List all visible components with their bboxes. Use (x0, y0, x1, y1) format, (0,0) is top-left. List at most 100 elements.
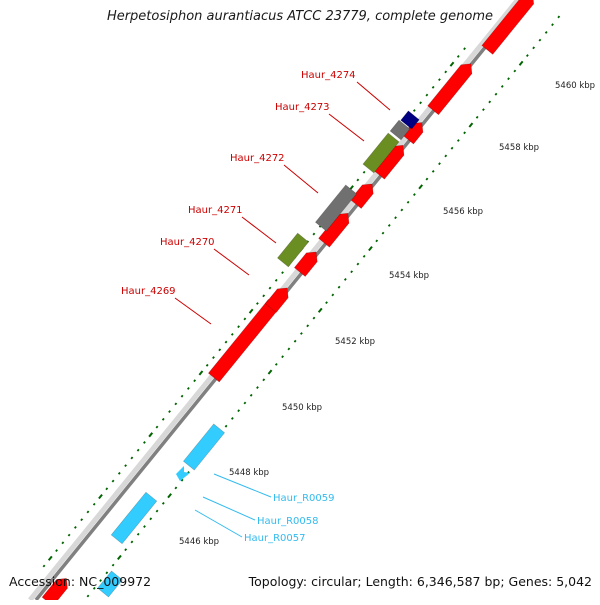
inner-tick (174, 486, 178, 490)
scale-tick (111, 479, 115, 483)
inner-tick (105, 571, 109, 575)
scale-tick (198, 370, 204, 376)
feature-block (400, 110, 420, 130)
gene-label-leader (174, 297, 212, 325)
inner-tick (456, 139, 460, 142)
inner-tick (161, 501, 165, 505)
feature-block (389, 119, 411, 141)
inner-tick (475, 115, 479, 119)
scale-tick (444, 70, 448, 74)
scale-tick (61, 541, 65, 545)
inner-tick (325, 301, 328, 305)
scale-tick (456, 55, 460, 58)
feature-block (315, 184, 357, 232)
scale-label: 5452 kbp (335, 337, 375, 347)
inner-tick (500, 85, 504, 88)
gene-label: Haur_R0058 (257, 516, 319, 527)
gene-label: Haur_R0057 (244, 533, 306, 544)
inner-tick (237, 409, 241, 413)
scale-tick (92, 502, 96, 506)
scale-tick (262, 294, 266, 298)
gene-label-leader (194, 509, 243, 538)
scale-tick (212, 356, 215, 359)
scale-tick (155, 425, 159, 429)
scale-tick (356, 178, 360, 182)
scale-label: 5446 kbp (179, 537, 219, 547)
scale-tick (281, 271, 284, 275)
inner-tick (406, 200, 410, 204)
rna-block (110, 491, 158, 545)
inner-tick (450, 146, 454, 150)
rna-block (97, 570, 123, 598)
scale-tick (243, 317, 247, 321)
gene-label: Haur_4273 (275, 102, 330, 113)
scale-tick (80, 518, 84, 522)
inner-tick (300, 332, 303, 335)
scale-tick (224, 340, 228, 344)
scale-tick (55, 549, 58, 552)
gene-label-leader (328, 113, 365, 142)
scale-label: 5460 kbp (555, 81, 595, 91)
scale-tick (449, 61, 455, 67)
cds-block (264, 287, 289, 313)
scale-tick (47, 555, 53, 561)
rna-block (183, 423, 225, 471)
inner-tick (551, 23, 554, 27)
inner-tick (544, 30, 548, 34)
scale-tick (86, 510, 90, 514)
cds-block (207, 298, 280, 383)
inner-tick (468, 122, 474, 128)
inner-tick (99, 579, 102, 582)
scale-tick (124, 464, 127, 468)
inner-tick (149, 517, 153, 521)
inner-tick (243, 401, 247, 405)
inner-tick (418, 184, 424, 190)
inner-tick (444, 154, 448, 158)
gene-label-leader (202, 496, 256, 521)
scale-tick (117, 471, 121, 475)
map-title: Herpetosiphon aurantiacus ATCC 23779, co… (106, 9, 494, 24)
gene-label: Haur_4274 (301, 70, 356, 81)
scale-tick (256, 302, 259, 305)
inner-tick (180, 478, 184, 482)
scale-tick (230, 332, 234, 336)
cds-block (349, 183, 374, 209)
inner-tick (86, 594, 90, 598)
inner-tick (312, 316, 316, 320)
feature-block (362, 132, 400, 174)
inner-tick (224, 424, 228, 428)
scale-tick (98, 493, 103, 500)
inner-tick (143, 525, 146, 528)
rna-arrow (176, 466, 190, 481)
inner-tick (387, 223, 391, 227)
gene-label-leader (283, 164, 319, 194)
inner-tick (412, 193, 416, 196)
inner-tick (92, 586, 96, 590)
feature-block (277, 232, 309, 268)
inner-tick (306, 324, 310, 328)
scale-tick (42, 564, 46, 568)
inner-tick (494, 92, 498, 96)
inner-tick (532, 46, 536, 50)
scale-label: 5454 kbp (389, 271, 429, 281)
inner-tick (124, 548, 128, 552)
scale-tick (412, 109, 416, 112)
scale-label: 5458 kbp (499, 143, 539, 153)
cds-block (481, 0, 535, 55)
gene-label: Haur_4270 (160, 237, 215, 248)
scale-tick (362, 170, 366, 174)
gene-label-leader (213, 473, 272, 498)
inner-tick (331, 293, 335, 297)
inner-tick (167, 493, 172, 499)
scale-tick (431, 85, 435, 89)
genome-summary-text: Topology: circular; Length: 6,346,587 bp… (248, 574, 592, 589)
inner-tick (117, 554, 122, 560)
inner-tick (317, 307, 323, 313)
scale-tick (174, 402, 178, 406)
scale-tick (161, 417, 165, 421)
scale-tick (130, 456, 134, 460)
inner-tick (356, 262, 360, 266)
scale-tick (425, 93, 429, 97)
